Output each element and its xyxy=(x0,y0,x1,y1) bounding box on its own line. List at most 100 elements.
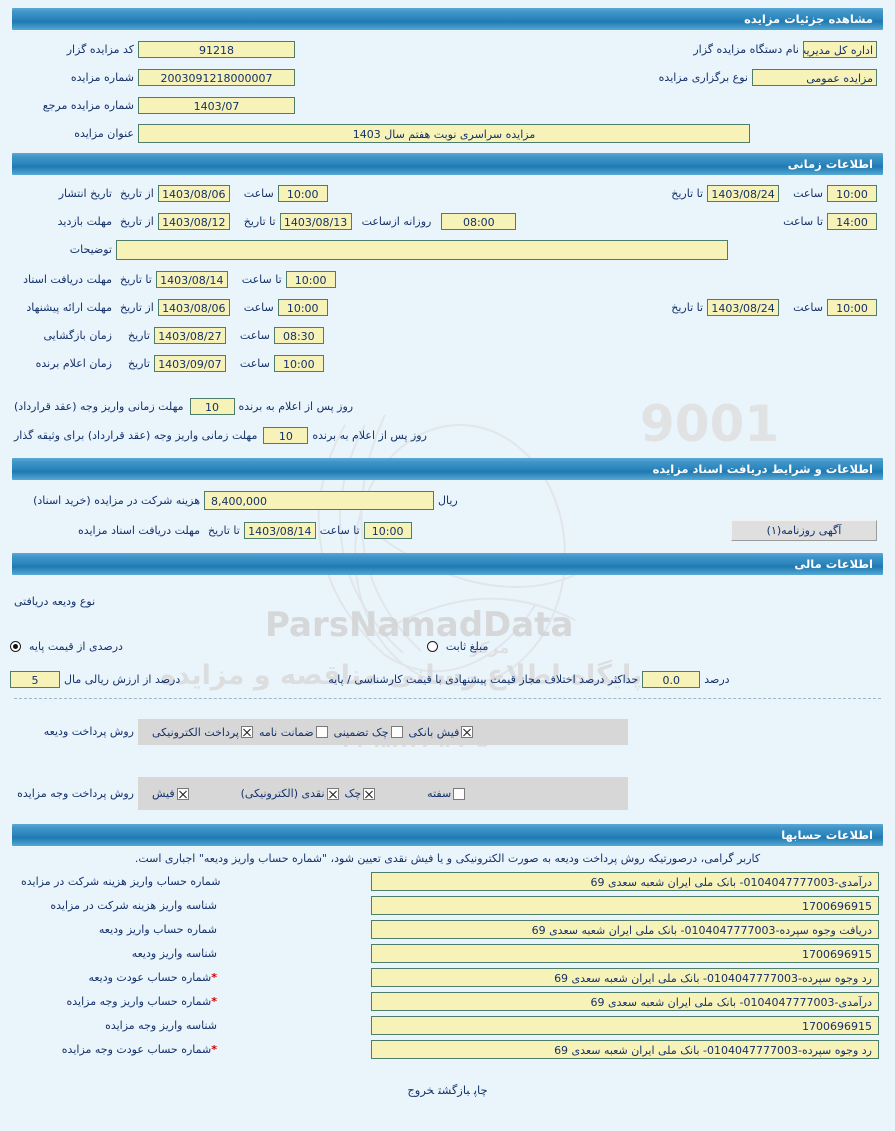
account-row: 1700696915 شناسه واریز هزینه شرکت در مزای… xyxy=(0,893,895,917)
account-value-field[interactable]: 1700696915 xyxy=(371,895,879,915)
payment-days-collateral-value[interactable]: 10 xyxy=(263,427,309,444)
offer-from-hour-label: ساعت xyxy=(243,301,274,314)
payment-days-value[interactable]: 10 xyxy=(189,398,235,415)
checkbox-deposit-guarantee-letter-box[interactable] xyxy=(315,726,328,738)
checkbox-auction-check-box[interactable] xyxy=(363,787,376,800)
exit-link[interactable]: خروج xyxy=(407,1083,435,1097)
auction-code-label: کد مزایده گزار xyxy=(66,43,134,56)
checkbox-auction-cash-electronic-box[interactable] xyxy=(326,787,339,800)
docs-deadline-time-value[interactable]: 10:00 xyxy=(285,271,336,288)
account-value-field[interactable]: دریافت وجوه سپرده-0104047777003- بانک مل… xyxy=(371,919,879,939)
row-docs-purchase-deadline: آگهی روزنامه(۱) 10:00 تا ساعت 1403/08/14… xyxy=(0,518,895,543)
section-header-docs-label: اطلاعات و شرایط دریافت اسناد مزایده xyxy=(652,462,873,476)
publish-to-time-value[interactable]: 10:00 xyxy=(827,185,877,202)
checkbox-deposit-guaranteed-check[interactable]: چک تضمینی xyxy=(334,726,403,739)
account-row: 1700696915 شناسه واریز ودیعه xyxy=(0,941,895,965)
offer-to-hour-label: ساعت xyxy=(793,301,823,314)
checkbox-auction-cash-electronic-label: نقدی (الکترونیکی) xyxy=(240,787,325,800)
account-value-field[interactable]: درآمدی-0104047777003- بانک ملی ایران شعب… xyxy=(371,871,879,891)
winner-time-value[interactable]: 10:00 xyxy=(273,355,324,372)
reference-number-value[interactable]: 1403/07 xyxy=(138,97,295,114)
checkbox-auction-receipt[interactable]: فیش xyxy=(152,787,189,800)
checkbox-deposit-bank-receipt-label: فیش بانکی xyxy=(408,725,460,739)
opening-date-value[interactable]: 1403/08/27 xyxy=(153,327,226,344)
winner-date-label: تاریخ xyxy=(128,357,150,370)
radio-percent-of-base-input[interactable] xyxy=(10,641,21,652)
auction-number-value[interactable]: 2003091218000007 xyxy=(138,69,295,86)
account-row-label: شناسه واریز ودیعه xyxy=(16,947,217,960)
account-value-field[interactable]: 1700696915 xyxy=(371,943,879,963)
row-reference-number: 1403/07 شماره مزایده مرجع xyxy=(0,93,895,118)
checkbox-auction-promissory-note[interactable]: سفته xyxy=(427,787,466,800)
deposit-percent-value[interactable]: 5 xyxy=(10,671,60,688)
offer-to-time-value[interactable]: 10:00 xyxy=(827,299,877,316)
checkbox-deposit-electronic-box[interactable] xyxy=(241,726,253,738)
offer-from-time-value[interactable]: 10:00 xyxy=(277,299,328,316)
publish-from-date-value[interactable]: 1403/08/06 xyxy=(157,185,230,202)
financial-divider xyxy=(14,698,881,699)
checkbox-auction-promissory-note-box[interactable] xyxy=(453,787,466,800)
checkbox-auction-receipt-box[interactable] xyxy=(176,787,189,800)
row-deposit-payment-method: فیش بانکی چک تضمینی ضمانت نامه پرداخت ال… xyxy=(0,719,895,745)
auction-code-value[interactable]: 91218 xyxy=(138,41,295,58)
docs-purchase-date-value[interactable]: 1403/08/14 xyxy=(243,522,316,539)
back-link[interactable]: بازگشت xyxy=(438,1083,470,1097)
max-diff-value[interactable]: 0.0 xyxy=(642,671,701,688)
offer-from-date-label: از تاریخ xyxy=(120,301,154,314)
offer-to-date-value[interactable]: 1403/08/24 xyxy=(707,299,780,316)
auction-title-value[interactable]: مزایده سراسری نوبت هفتم سال 1403 xyxy=(138,124,750,143)
account-value-field[interactable]: درآمدی-0104047777003- بانک ملی ایران شعب… xyxy=(371,991,879,1011)
required-asterisk: * xyxy=(211,994,217,1008)
participation-fee-value[interactable]: 8,400,000 xyxy=(204,491,434,510)
opening-time-value[interactable]: 08:30 xyxy=(273,327,324,344)
checkbox-auction-cash-electronic[interactable]: نقدی (الکترونیکی) xyxy=(241,787,339,800)
checkbox-deposit-bank-receipt-box[interactable] xyxy=(461,726,474,738)
docs-deadline-date-value[interactable]: 1403/08/14 xyxy=(155,271,228,288)
account-row-label-text: شناسه واریز هزینه شرکت در مزایده xyxy=(50,898,217,912)
radio-fixed-amount-input[interactable] xyxy=(426,641,438,652)
checkbox-deposit-electronic[interactable]: پرداخت الکترونیکی xyxy=(152,726,253,739)
publish-from-time-value[interactable]: 10:00 xyxy=(277,185,328,202)
auction-payment-method-band: سفته چک نقدی (الکترونیکی) فیش xyxy=(138,777,628,810)
docs-purchase-date-label: تا تاریخ xyxy=(208,524,240,537)
newspaper-ad-button[interactable]: آگهی روزنامه(۱) xyxy=(731,520,877,541)
print-link[interactable]: چاپ xyxy=(473,1083,488,1097)
checkbox-auction-receipt-label: فیش xyxy=(152,787,175,800)
section-header-financial: اطلاعات مالی xyxy=(12,553,883,575)
visit-from-time-value[interactable]: 08:00 xyxy=(441,213,517,230)
checkbox-deposit-bank-receipt[interactable]: فیش بانکی xyxy=(409,726,474,739)
checkbox-deposit-guaranteed-check-label: چک تضمینی xyxy=(333,725,389,739)
account-row: رد وجوه سپرده-0104047777003- بانک ملی ای… xyxy=(0,965,895,989)
account-value-field[interactable]: رد وجوه سپرده-0104047777003- بانک ملی ای… xyxy=(371,1039,879,1059)
visit-from-date-value[interactable]: 1403/08/12 xyxy=(157,213,230,230)
auction-payment-method-label: روش پرداخت وجه مزایده xyxy=(17,787,134,800)
offer-from-date-value[interactable]: 1403/08/06 xyxy=(157,299,230,316)
time-description-value[interactable] xyxy=(116,239,728,260)
accounts-notice: کاربر گرامی، درصورتیکه روش پرداخت ودیعه … xyxy=(134,852,761,865)
publish-from-date-label: از تاریخ xyxy=(120,187,154,200)
auction-type-value[interactable]: مزایده عمومی xyxy=(752,69,877,86)
publish-to-date-value[interactable]: 1403/08/24 xyxy=(707,185,780,202)
checkbox-deposit-guaranteed-check-box[interactable] xyxy=(390,726,403,738)
winner-row-label: زمان اعلام برنده xyxy=(35,357,112,370)
account-row-label: *شماره حساب عودت وجه مزایده xyxy=(16,1043,217,1056)
org-name-value[interactable]: اداره کل مدیریت و فروش اموال xyxy=(803,41,877,58)
payment-days-collateral-suffix: روز پس از اعلام به برنده xyxy=(312,429,427,442)
visit-to-time-value[interactable]: 14:00 xyxy=(827,213,877,230)
offer-to-date-label: تا تاریخ xyxy=(671,301,704,314)
checkbox-deposit-guarantee-letter[interactable]: ضمانت نامه xyxy=(259,726,328,739)
visit-to-date-label: تا تاریخ xyxy=(243,215,276,228)
account-row-label-text: شماره حساب واریز ودیعه xyxy=(98,922,217,936)
publish-to-date-label: تا تاریخ xyxy=(671,187,704,200)
checkbox-auction-check[interactable]: چک xyxy=(345,787,376,800)
visit-to-date-value[interactable]: 1403/08/13 xyxy=(279,213,352,230)
radio-percent-of-base[interactable]: درصدی از قیمت پایه xyxy=(10,640,127,653)
account-value-field[interactable]: 1700696915 xyxy=(371,1015,879,1035)
time-description-label: توضیحات xyxy=(69,243,112,256)
account-value-field[interactable]: رد وجوه سپرده-0104047777003- بانک ملی ای… xyxy=(371,967,879,987)
winner-date-value[interactable]: 1403/09/07 xyxy=(153,355,226,372)
docs-purchase-time-value[interactable]: 10:00 xyxy=(363,522,412,539)
radio-fixed-amount[interactable]: مبلغ ثابت xyxy=(426,640,492,653)
section-header-details: مشاهده جزئیات مزایده xyxy=(12,8,883,30)
